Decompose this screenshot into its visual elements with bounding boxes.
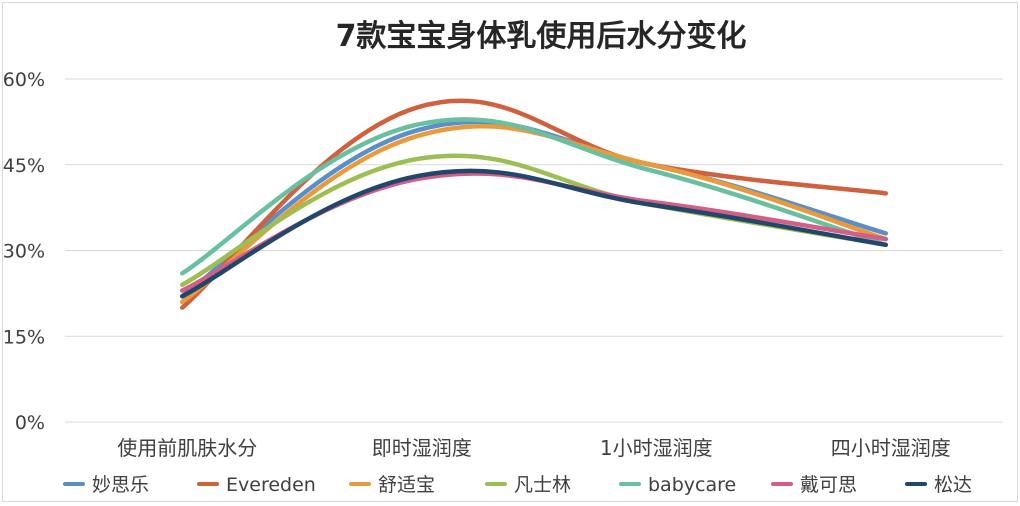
legend-entry: 妙思乐 (92, 474, 149, 496)
chart-title: 7款宝宝身体乳使用后水分变化 (336, 19, 747, 54)
legend-entry: 舒适宝 (378, 474, 435, 496)
legend-entry: Evereden (226, 474, 316, 496)
legend-entry: 凡士林 (514, 474, 571, 496)
series-line-6 (180, 168, 888, 299)
series-line-4 (180, 117, 888, 276)
x-category-label: 使用前肌肤水分 (117, 436, 257, 460)
legend-entry: 戴可思 (800, 474, 857, 496)
series-line-1 (180, 98, 888, 310)
x-category-label: 即时湿润度 (372, 436, 472, 460)
legend-entry: 松达 (934, 474, 972, 496)
x-category-label: 1小时湿润度 (600, 436, 713, 460)
legend-entry: babycare (648, 474, 736, 496)
line-chart: 7款宝宝身体乳使用后水分变化 0% 15% 30% 45% 60% 使用前肌肤水分 即时湿… (3, 19, 1003, 496)
y-tick-label: 60% (3, 69, 45, 91)
y-tick-label: 45% (3, 155, 45, 177)
y-tick-label: 15% (3, 326, 45, 348)
y-tick-label: 30% (3, 241, 45, 263)
y-tick-label: 0% (15, 412, 45, 434)
x-category-label: 四小时湿润度 (831, 436, 951, 460)
